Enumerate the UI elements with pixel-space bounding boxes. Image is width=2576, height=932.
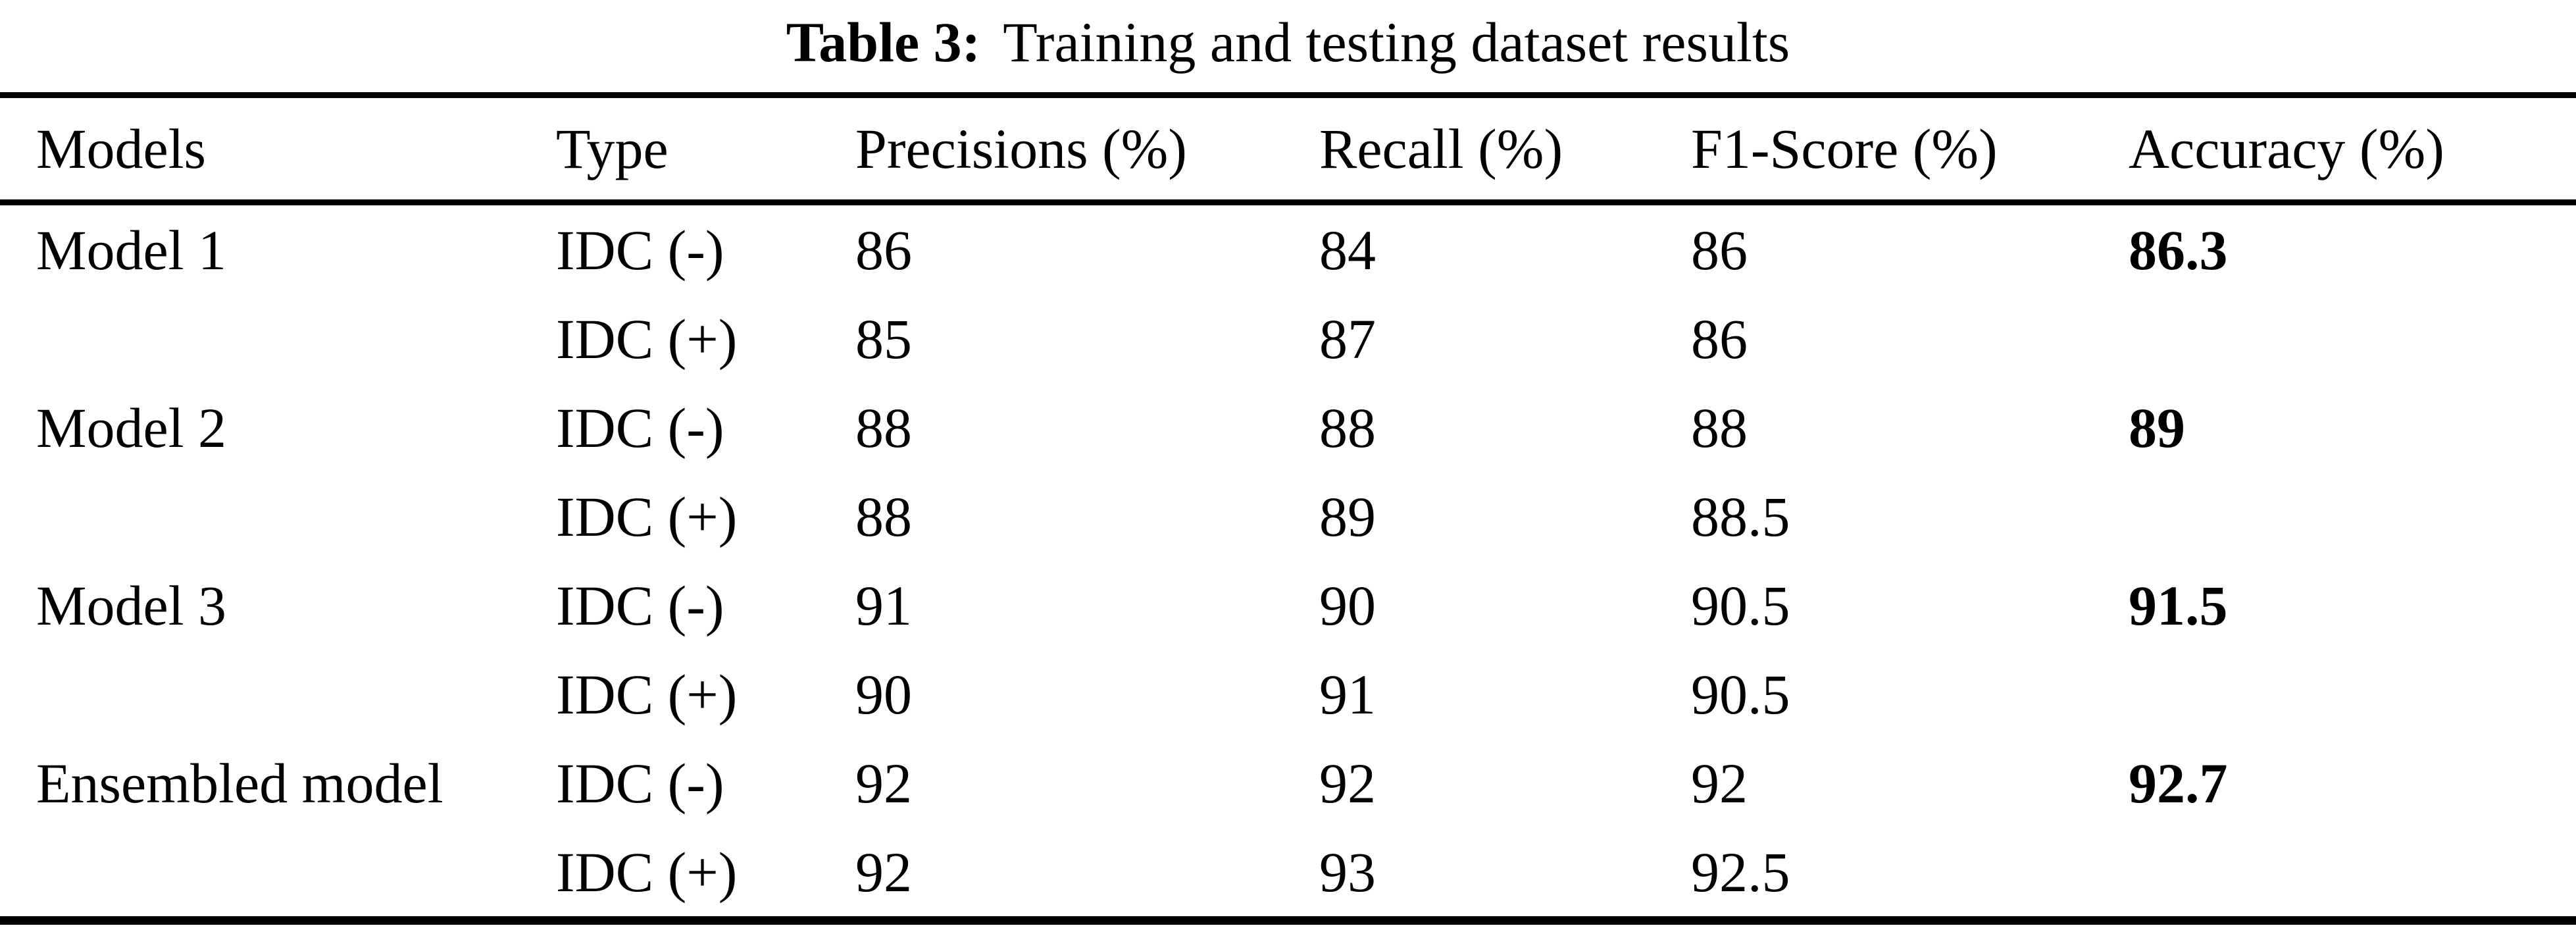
column-header-accuracy: Accuracy (%) bbox=[2129, 95, 2576, 205]
table-caption: Table 3: Training and testing dataset res… bbox=[0, 0, 2576, 92]
accuracy-cell: 89 bbox=[2129, 396, 2185, 459]
recall-cell: 88 bbox=[1319, 396, 1376, 459]
type-cell: IDC (-) bbox=[556, 751, 724, 815]
table-row: IDC (+) 90 91 90.5 bbox=[0, 650, 2576, 738]
f1-cell: 92.5 bbox=[1691, 840, 1790, 904]
accuracy-cell bbox=[2129, 650, 2576, 738]
accuracy-cell bbox=[2129, 472, 2576, 561]
precision-cell: 91 bbox=[855, 573, 912, 637]
type-cell: IDC (-) bbox=[556, 218, 724, 282]
model-cell: Model 2 bbox=[36, 396, 227, 459]
f1-cell: 90.5 bbox=[1691, 662, 1790, 726]
type-cell: IDC (-) bbox=[556, 396, 724, 459]
f1-cell: 86 bbox=[1691, 307, 1748, 371]
accuracy-cell: 92.7 bbox=[2129, 751, 2228, 815]
precision-cell: 86 bbox=[855, 218, 912, 282]
precision-cell: 92 bbox=[855, 840, 912, 904]
f1-cell: 88.5 bbox=[1691, 484, 1790, 548]
column-header-recall: Recall (%) bbox=[1319, 95, 1691, 205]
accuracy-cell: 91.5 bbox=[2129, 573, 2228, 637]
table-caption-text: Training and testing dataset results bbox=[1003, 11, 1790, 74]
recall-cell: 92 bbox=[1319, 751, 1376, 815]
precision-cell: 88 bbox=[855, 484, 912, 548]
type-cell: IDC (-) bbox=[556, 573, 724, 637]
type-cell: IDC (+) bbox=[556, 662, 738, 726]
recall-cell: 87 bbox=[1319, 307, 1376, 371]
accuracy-cell bbox=[2129, 827, 2576, 921]
model-cell bbox=[0, 827, 556, 921]
precision-cell: 92 bbox=[855, 751, 912, 815]
precision-cell: 90 bbox=[855, 662, 912, 726]
header-row: Models Type Precisions (%) Recall (%) F1… bbox=[0, 95, 2576, 205]
model-cell: Model 3 bbox=[36, 573, 227, 637]
type-cell: IDC (+) bbox=[556, 484, 738, 548]
recall-cell: 91 bbox=[1319, 662, 1376, 726]
recall-cell: 89 bbox=[1319, 484, 1376, 548]
table-row: IDC (+) 88 89 88.5 bbox=[0, 472, 2576, 561]
table-row: IDC (+) 92 93 92.5 bbox=[0, 827, 2576, 921]
column-header-models: Models bbox=[0, 95, 556, 205]
precision-cell: 85 bbox=[855, 307, 912, 371]
table-row: Model 3 IDC (-) 91 90 90.5 91.5 bbox=[0, 561, 2576, 650]
results-table: Models Type Precisions (%) Recall (%) F1… bbox=[0, 92, 2576, 925]
recall-cell: 90 bbox=[1319, 573, 1376, 637]
f1-cell: 92 bbox=[1691, 751, 1748, 815]
f1-cell: 88 bbox=[1691, 396, 1748, 459]
column-header-type: Type bbox=[556, 95, 855, 205]
table-row: Ensembled model IDC (-) 92 92 92 92.7 bbox=[0, 738, 2576, 827]
model-cell bbox=[0, 650, 556, 738]
model-cell bbox=[0, 294, 556, 383]
table-body: Model 1 IDC (-) 86 84 86 86.3 IDC (+) 85… bbox=[0, 203, 2576, 921]
column-header-f1-score: F1-Score (%) bbox=[1691, 95, 2129, 205]
precision-cell: 88 bbox=[855, 396, 912, 459]
column-header-precisions: Precisions (%) bbox=[855, 95, 1319, 205]
table-header: Models Type Precisions (%) Recall (%) F1… bbox=[0, 95, 2576, 205]
model-cell: Ensembled model bbox=[36, 751, 443, 815]
f1-cell: 90.5 bbox=[1691, 573, 1790, 637]
table-row: IDC (+) 85 87 86 bbox=[0, 294, 2576, 383]
f1-cell: 86 bbox=[1691, 218, 1748, 282]
accuracy-cell: 86.3 bbox=[2129, 218, 2228, 282]
type-cell: IDC (+) bbox=[556, 840, 738, 904]
table-row: Model 1 IDC (-) 86 84 86 86.3 bbox=[0, 203, 2576, 295]
model-cell: Model 1 bbox=[36, 218, 227, 282]
accuracy-cell bbox=[2129, 294, 2576, 383]
model-cell bbox=[0, 472, 556, 561]
table-row: Model 2 IDC (-) 88 88 88 89 bbox=[0, 383, 2576, 472]
recall-cell: 93 bbox=[1319, 840, 1376, 904]
recall-cell: 84 bbox=[1319, 218, 1376, 282]
type-cell: IDC (+) bbox=[556, 307, 738, 371]
table-caption-label: Table 3: bbox=[786, 11, 981, 74]
